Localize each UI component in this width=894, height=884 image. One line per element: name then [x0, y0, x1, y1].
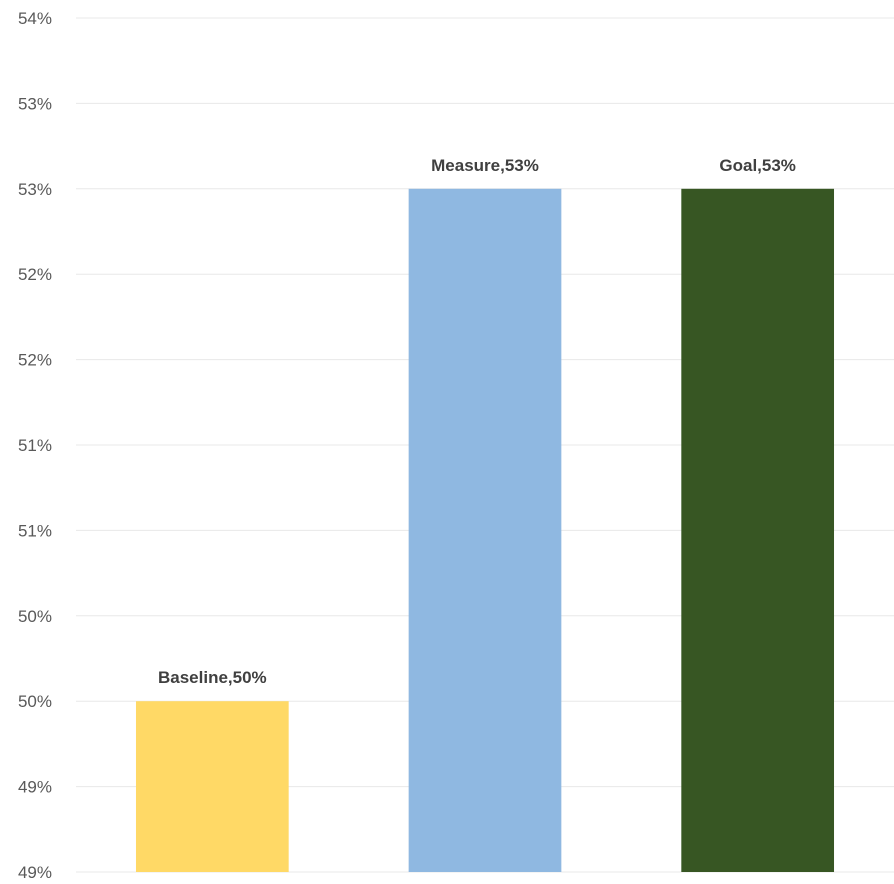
y-tick-label: 54%: [18, 9, 52, 28]
y-tick-label: 50%: [18, 607, 52, 626]
y-tick-label: 51%: [18, 521, 52, 540]
y-tick-label: 52%: [18, 265, 52, 284]
y-tick-label: 53%: [18, 94, 52, 113]
bar-baseline: [135, 701, 289, 872]
y-tick-label: 52%: [18, 351, 52, 370]
y-tick-label: 49%: [18, 863, 52, 882]
bar-goal: [681, 188, 835, 873]
y-tick-label: 53%: [18, 180, 52, 199]
bar-measure: [408, 188, 562, 873]
data-label-goal: Goal,53%: [719, 156, 796, 175]
data-label-measure: Measure,53%: [431, 156, 539, 175]
y-tick-label: 51%: [18, 436, 52, 455]
data-label-baseline: Baseline,50%: [158, 668, 267, 687]
data-labels: Baseline,50% Measure,53% Goal,53%: [158, 156, 796, 687]
y-tick-label: 49%: [18, 778, 52, 797]
y-axis: 49% 49% 50% 50% 51% 51% 52% 52% 53% 53% 54%: [18, 9, 52, 882]
bars: [135, 188, 835, 873]
y-tick-label: 50%: [18, 692, 52, 711]
